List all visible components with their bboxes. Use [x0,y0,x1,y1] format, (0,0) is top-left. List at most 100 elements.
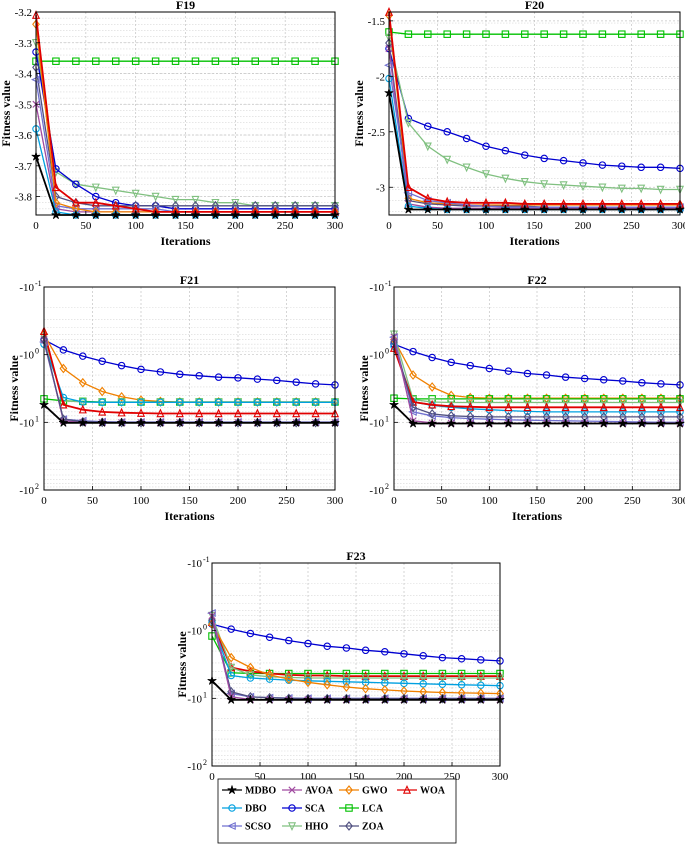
data-point [419,652,427,660]
data-point [482,142,490,150]
legend-marker [227,785,237,794]
data-point [175,408,184,418]
chart-panel-f22: 050100150200250300-10-1-100-101-102F22It… [357,273,685,523]
data-point [542,402,551,412]
data-point [52,57,60,65]
data-point [253,408,262,418]
legend-label: HHO [305,822,329,833]
data-point [428,353,436,362]
data-point [598,183,607,193]
data-point [111,200,120,211]
y-tick-label: -3.4 [15,69,33,81]
data-point [466,398,475,408]
data-point [408,418,418,428]
data-point [617,184,626,194]
data-point [71,197,80,207]
data-point [618,418,628,428]
y-tick-label: -10 [187,558,202,570]
data-point [428,382,437,392]
data-point [251,57,260,65]
data-point [443,128,451,136]
data-point [380,674,389,683]
x-tick-label: 150 [529,495,546,507]
data-point [523,398,532,408]
data-point [521,151,529,159]
legend-label: ZOA [362,822,384,833]
legend-label: MDBO [245,786,276,797]
data-point [404,182,413,192]
data-point [656,185,665,195]
data-point [559,30,568,38]
y-tick-exponent: 0 [385,347,389,356]
series-line [211,635,500,675]
series-hho [389,330,685,408]
x-axis-label: Iterations [512,509,562,523]
data-point [466,401,475,411]
data-point [304,639,312,648]
data-point [638,378,646,387]
data-point [447,401,456,411]
y-tick-label: -3.6 [15,130,33,142]
chart-panel-f21: 0 50 100 150 200 250 300-10 -1-10 0-10 1-10 2F21It… [7,273,344,523]
data-point [292,408,301,418]
data-point [265,692,274,703]
y-tick-exponent: -1 [385,279,392,288]
data-point [265,695,275,704]
data-point [191,195,200,205]
data-point [561,408,570,416]
data-point [285,636,293,645]
data-point [428,408,437,419]
series-line [388,31,680,35]
legend-item-gwo: GWO [339,785,388,797]
data-point [598,30,607,38]
data-point [619,408,627,416]
data-point [304,669,312,678]
data-point [137,365,145,374]
data-point [578,182,588,192]
x-tick-label: 100 [133,495,150,507]
series-sca [40,335,339,389]
data-point [92,57,100,65]
series-lca [385,28,684,38]
data-point [501,30,510,38]
data-point [618,162,626,170]
y-tick-exponent: 0 [35,347,39,356]
chart-panel-f23: 050100150200250300-10-1-100-101-102F23It… [175,549,509,799]
data-point [423,204,433,214]
legend-item-zoa: ZOA [339,821,384,833]
data-point [619,377,627,385]
data-point [58,418,68,427]
data-point [361,683,370,694]
data-point [361,646,370,655]
data-point [171,195,180,205]
y-tick-label: -10 [19,282,34,294]
x-tick-label: 100 [478,220,495,232]
series-line [388,37,680,191]
chart-panel-f19: 0 50 100 150 200 250 300 -3.2 -3.3 -3.4 -3.5 -3.6 -3… [0,0,344,248]
data-point [131,57,140,65]
y-tick-exponent: -1 [35,279,42,288]
data-point [423,193,432,203]
data-point [273,398,281,407]
data-point [156,398,165,407]
data-point [117,398,126,407]
data-point [465,418,475,428]
data-point [446,418,456,428]
data-point [637,30,645,38]
data-point [117,361,126,370]
legend-item-lca: LCA [339,804,384,815]
data-point [117,391,126,402]
data-point [304,677,312,688]
series-line [211,623,501,695]
data-point [292,378,300,386]
legend-label: DBO [245,804,267,815]
data-point [540,30,548,38]
series-dbo [208,618,504,690]
data-point [520,177,529,187]
data-point [78,418,88,427]
chart-title: F19 [176,0,195,12]
x-tick-label: 100 [127,220,144,232]
legend-item-dbo: DBO [222,804,267,815]
x-tick-label: 50 [80,220,92,232]
series-line [388,15,680,206]
